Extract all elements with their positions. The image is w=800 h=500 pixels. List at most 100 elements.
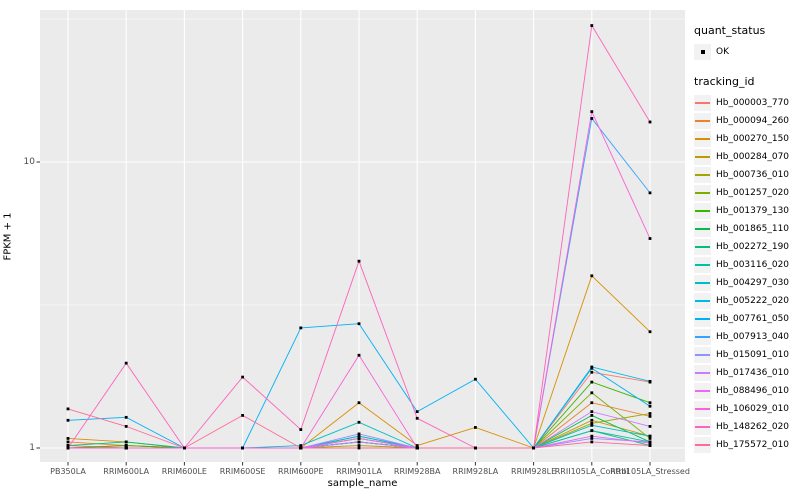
data-point bbox=[648, 412, 652, 415]
legend-item-Hb_148262_020: Hb_148262_020 bbox=[694, 418, 789, 435]
legend-item-label: Hb_001865_110 bbox=[716, 223, 790, 234]
x-tick-label: RRIM928LE bbox=[511, 467, 557, 476]
data-point bbox=[357, 353, 361, 357]
legend-item-label: Hb_000736_010 bbox=[716, 169, 790, 180]
data-point bbox=[299, 444, 303, 447]
legend-item-label: Hb_003116_020 bbox=[716, 259, 790, 270]
data-point bbox=[357, 444, 361, 447]
series-line-icon bbox=[694, 202, 711, 219]
data-point bbox=[648, 424, 652, 428]
series-line-icon bbox=[694, 220, 711, 237]
data-point bbox=[415, 446, 419, 450]
data-point bbox=[590, 440, 594, 444]
data-point bbox=[648, 330, 652, 334]
data-point bbox=[66, 446, 70, 450]
data-point bbox=[357, 401, 361, 405]
legend-item-label: Hb_004297_030 bbox=[716, 277, 790, 288]
data-point bbox=[590, 434, 594, 438]
data-point bbox=[357, 259, 361, 263]
data-point bbox=[590, 24, 594, 27]
data-point bbox=[357, 446, 361, 450]
legend-item-Hb_106029_010: Hb_106029_010 bbox=[694, 400, 789, 417]
data-point bbox=[124, 424, 128, 428]
legend-item-Hb_003116_020: Hb_003116_020 bbox=[694, 256, 789, 273]
data-point bbox=[648, 379, 652, 383]
series-line-icon bbox=[694, 148, 711, 165]
legend-item-label: Hb_088496_010 bbox=[716, 385, 790, 396]
data-point bbox=[474, 426, 477, 429]
data-point bbox=[415, 444, 419, 447]
legend-item-Hb_001865_110: Hb_001865_110 bbox=[694, 220, 789, 237]
x-tick-label: RRII105LA_Stressed bbox=[610, 467, 690, 476]
data-point bbox=[357, 437, 361, 440]
legend-item-Hb_002272_190: Hb_002272_190 bbox=[694, 238, 789, 255]
data-point bbox=[648, 191, 652, 195]
series-line-icon bbox=[694, 364, 711, 381]
y-tick-label: 1 bbox=[29, 442, 35, 453]
legend-item-Hb_004297_030: Hb_004297_030 bbox=[694, 274, 789, 291]
legend-tracking-id-title: tracking_id bbox=[694, 75, 755, 88]
data-point bbox=[415, 410, 419, 414]
data-point bbox=[648, 401, 652, 405]
x-tick-label: RRIM928BA bbox=[393, 467, 441, 476]
legend-item-Hb_000270_150: Hb_000270_150 bbox=[694, 130, 789, 147]
data-point bbox=[474, 446, 477, 450]
legend-item-Hb_017436_010: Hb_017436_010 bbox=[694, 364, 789, 381]
x-tick-label: RRIM901LA bbox=[336, 467, 382, 476]
data-point bbox=[299, 446, 303, 450]
data-point bbox=[648, 237, 652, 240]
legend-item-label: Hb_000284_070 bbox=[716, 151, 790, 162]
data-point bbox=[590, 418, 594, 422]
data-point bbox=[241, 414, 244, 417]
legend-item-Hb_001379_130: Hb_001379_130 bbox=[694, 202, 789, 219]
x-tick-label: RRIM600PE bbox=[278, 467, 324, 476]
data-point bbox=[590, 110, 594, 114]
data-point bbox=[299, 428, 303, 431]
data-point bbox=[66, 440, 70, 444]
legend-item-Hb_088496_010: Hb_088496_010 bbox=[694, 382, 789, 399]
series-line-icon bbox=[694, 346, 711, 363]
data-point bbox=[590, 437, 594, 440]
x-tick-label: PB350LA bbox=[50, 467, 86, 476]
data-point bbox=[590, 274, 594, 278]
legend-item-label: Hb_148262_020 bbox=[716, 421, 790, 432]
series-line-icon bbox=[694, 274, 711, 291]
legend-item-Hb_005222_020: Hb_005222_020 bbox=[694, 292, 789, 309]
legend-item-Hb_000284_070: Hb_000284_070 bbox=[694, 148, 789, 165]
legend-item-label: Hb_175572_010 bbox=[716, 439, 790, 450]
x-tick-label: RRIM600LA bbox=[103, 467, 150, 476]
legend-item-label: Hb_000270_150 bbox=[716, 133, 790, 144]
legend: quant_status OK tracking_id Hb_000003_77… bbox=[694, 24, 789, 454]
x-tick-label: RRIM600LE bbox=[161, 467, 207, 476]
legend-tracking-id-entries: Hb_000003_770 Hb_000094_260 Hb_000270_150 H… bbox=[694, 94, 789, 453]
x-axis-title: sample_name bbox=[327, 478, 398, 489]
x-tick-label: RRII105LA_Control bbox=[554, 467, 629, 476]
series-line-icon bbox=[694, 436, 711, 453]
data-point bbox=[590, 366, 594, 370]
legend-item-label: Hb_007913_040 bbox=[716, 331, 790, 342]
series-line-icon bbox=[694, 292, 711, 309]
data-point bbox=[357, 420, 361, 424]
data-point bbox=[590, 380, 594, 384]
series-line-icon bbox=[694, 166, 711, 183]
legend-item-label: Hb_017436_010 bbox=[716, 367, 790, 378]
legend-item-Hb_015091_010: Hb_015091_010 bbox=[694, 346, 789, 363]
data-point bbox=[66, 444, 70, 447]
ok-point-icon bbox=[694, 43, 711, 60]
legend-item-label: Hb_001257_020 bbox=[716, 187, 790, 198]
data-point bbox=[183, 446, 186, 450]
data-point bbox=[357, 432, 361, 436]
series-line-icon bbox=[694, 382, 711, 399]
legend-item-Hb_007761_050: Hb_007761_050 bbox=[694, 310, 789, 327]
data-point bbox=[241, 446, 244, 450]
data-point bbox=[66, 407, 70, 411]
data-point bbox=[648, 434, 652, 438]
series-line-icon bbox=[694, 328, 711, 345]
data-point bbox=[648, 414, 652, 418]
y-axis-title: FPKM + 1 bbox=[2, 212, 14, 261]
data-point bbox=[532, 446, 535, 450]
data-point bbox=[648, 404, 652, 408]
series-line-icon bbox=[694, 130, 711, 147]
data-point bbox=[241, 375, 244, 379]
